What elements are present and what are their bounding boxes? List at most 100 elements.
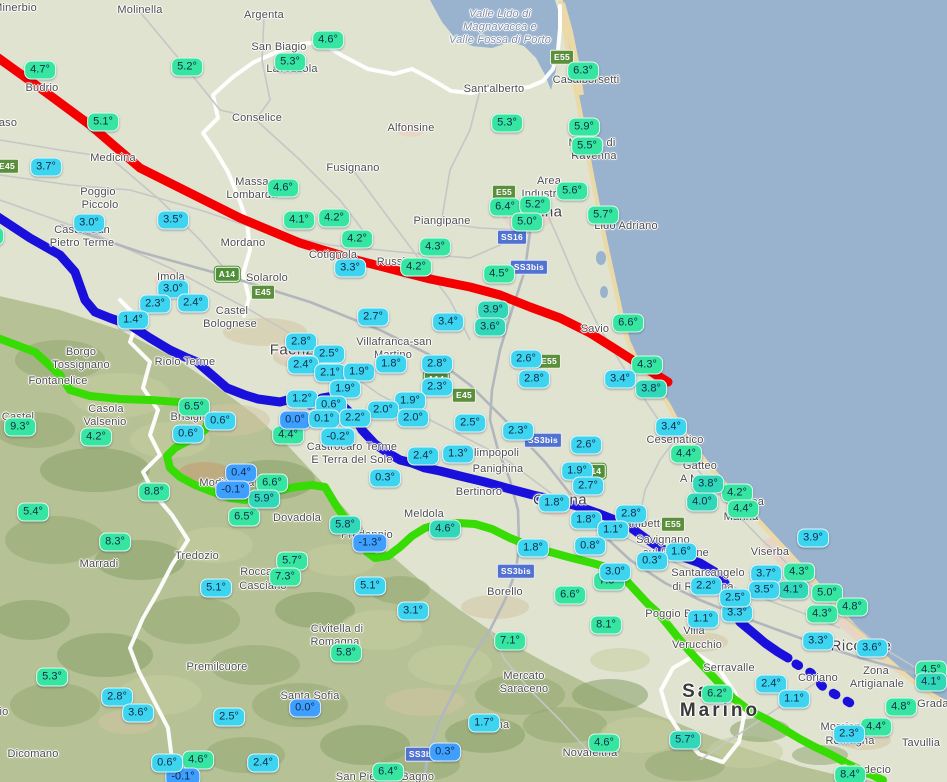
place-label: Dovadola (272, 512, 322, 524)
place-label: Riolo Terme (154, 356, 216, 368)
hill-shading (590, 648, 650, 672)
temp-badge: 8.3° (99, 532, 131, 552)
water-patch (596, 251, 606, 265)
temp-badge: 2.8° (615, 504, 647, 524)
hill-shading (445, 717, 525, 753)
temp-badge: 0.3° (369, 468, 401, 488)
temp-badge: 1.4° (117, 310, 149, 330)
place-label: Premilcuore (186, 661, 248, 673)
temp-badge: 5.1° (354, 576, 386, 596)
road (255, 119, 371, 241)
place-label: Piangipane (413, 215, 471, 227)
temp-badge: 1.8° (517, 538, 549, 558)
temp-badge: 5.4° (17, 502, 49, 522)
temp-badge: 1.6° (665, 542, 697, 562)
temp-badge: 4.0° (686, 492, 718, 512)
temp-badge: 2.5° (213, 707, 245, 727)
temp-badge: 2.4° (247, 753, 279, 773)
place-label: Mordano (220, 237, 266, 249)
road (441, 89, 481, 219)
sea-area-label: Valle Fossa di Porto (448, 34, 552, 46)
water-patch (600, 286, 608, 298)
temp-badge: 6.6° (554, 585, 586, 605)
temp-badge: 2.5° (454, 413, 486, 433)
place-label: Budrio (25, 82, 59, 94)
place-label: Casola (88, 403, 124, 415)
hill-shading (140, 596, 240, 644)
temp-badge: 2.3° (502, 421, 534, 441)
temp-badge: 4.6° (267, 178, 299, 198)
front-line-blue-dots (791, 659, 862, 712)
temp-badge: 1.8° (375, 354, 407, 374)
hill-shading (210, 645, 300, 685)
temp-badge: 3.7° (750, 564, 782, 584)
temp-badge: 1.3° (442, 444, 474, 464)
temp-badge: 3.8° (635, 379, 667, 399)
road-badge-e55: E55 (549, 49, 575, 65)
temp-badge: 5.2° (171, 57, 203, 77)
place-label: Lombarda (226, 189, 278, 201)
temp-badge: 4.3° (783, 562, 815, 582)
place-label: E Terra del Sole (311, 454, 393, 466)
temp-badge: 2.5° (313, 344, 345, 364)
temp-badge: 5.6° (556, 181, 588, 201)
place-label: Borello (487, 586, 523, 598)
temp-badge: 4.1° (915, 672, 947, 692)
temp-badge: 2.6° (510, 349, 542, 369)
temp-badge: 2.3° (833, 724, 865, 744)
temp-badge: 2.4° (407, 446, 439, 466)
place-label: aso (0, 117, 18, 129)
temp-badge: 2.0° (397, 408, 429, 428)
temp-badge: 3.5° (157, 210, 189, 230)
place-label: Coriano (798, 672, 838, 684)
place-label: Pietro Terme (49, 237, 115, 249)
temp-badge: 4.1° (777, 580, 809, 600)
place-label: Cotignola (308, 249, 358, 261)
place-label: Artigianale (849, 678, 905, 690)
city-label: Marino (679, 700, 761, 721)
temp-badge: 2.2° (690, 576, 722, 596)
temp-badge: 1.1° (687, 609, 719, 629)
hill-shading (5, 516, 105, 564)
place-label: Borgo (65, 346, 97, 358)
road-badge-a14: A14 (214, 266, 240, 282)
region-border (118, 298, 190, 782)
temp-badge: -1.3° (352, 533, 388, 553)
hill-shading (0, 600, 70, 640)
place-label: Cesenatico (646, 434, 704, 446)
temp-badge: 5.1° (87, 112, 119, 132)
hill-shading (461, 595, 529, 619)
hill-shading (177, 527, 253, 563)
temp-badge: 2.2° (339, 408, 371, 428)
hill-shading (275, 592, 355, 628)
temp-badge: 4.4° (860, 717, 892, 737)
place-label: Castel (215, 305, 249, 317)
place-label: Fusignano (326, 162, 380, 174)
temp-badge: 5.3° (274, 52, 306, 72)
urban-area (397, 123, 425, 137)
place-label: Mercato (503, 670, 545, 682)
place-label: Minerbio (0, 2, 37, 14)
place-label: Tossignano (52, 359, 110, 371)
temp-badge: 4.8° (836, 597, 868, 617)
highway (59, 223, 947, 682)
temp-badge: 5.7° (669, 730, 701, 750)
place-label: Conselice (231, 112, 283, 124)
temp-badge: 4.3° (631, 355, 663, 375)
temp-badge: 2.0° (367, 400, 399, 420)
place-label: Russi (376, 256, 406, 268)
temp-badge: 2.4° (755, 674, 787, 694)
temp-badge: 1.8° (538, 493, 570, 513)
place-label: Fontanelice (28, 375, 88, 387)
sea-area-label: Magnavacca e (463, 21, 537, 33)
temp-badge: 2.7° (572, 476, 604, 496)
temp-badge: 3.6° (122, 703, 154, 723)
temp-badge: 0.3° (429, 742, 461, 762)
temp-badge: 3.3° (334, 258, 366, 278)
place-label: Saraceno (499, 683, 549, 695)
temp-badge: 4.2° (400, 257, 432, 277)
temp-badge: 5.8° (329, 515, 361, 535)
temp-badge: 6.6° (612, 313, 644, 333)
temp-badge: 0.1° (308, 409, 340, 429)
